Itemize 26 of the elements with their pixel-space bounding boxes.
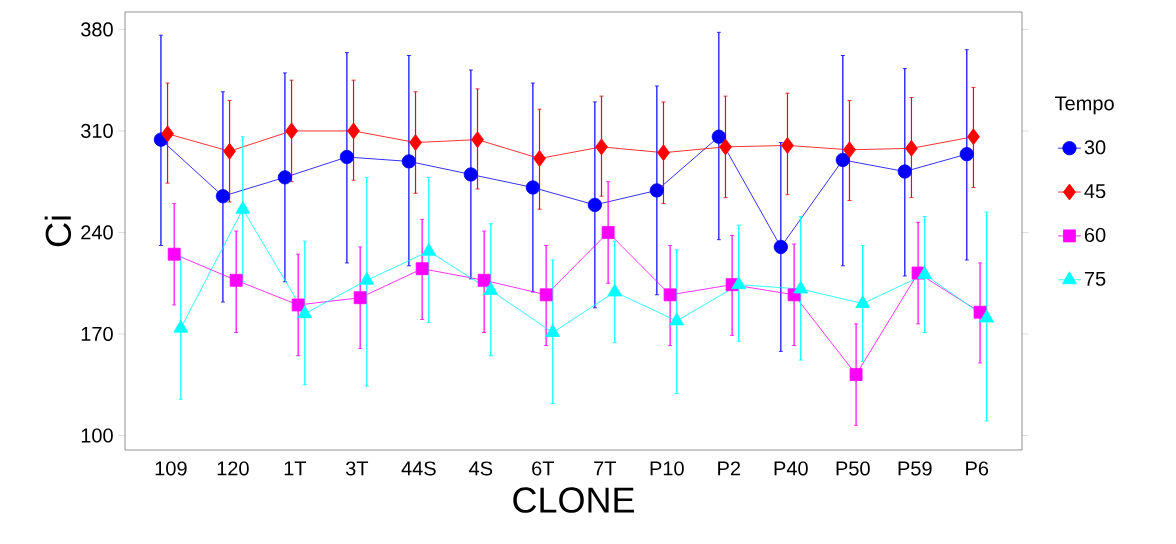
x-tick-label: P40 bbox=[774, 461, 808, 476]
x-tick-label: 44S bbox=[401, 461, 436, 476]
y-tick-label: 380 bbox=[81, 22, 113, 37]
x-tick-label: 6T bbox=[532, 461, 555, 476]
y-axis-title: Ci bbox=[44, 216, 72, 247]
x-tick-label: 3T bbox=[345, 461, 369, 476]
y-tick-label: 170 bbox=[81, 326, 113, 342]
x-tick-label: P2 bbox=[718, 461, 741, 476]
legend-title: Tempo bbox=[1055, 96, 1114, 115]
x-tick-label: 109 bbox=[155, 461, 187, 476]
x-tick-label: 1T bbox=[284, 461, 307, 476]
x-tick-label: P6 bbox=[966, 461, 989, 476]
y-tick-label: 310 bbox=[81, 123, 113, 138]
y-tick-label: 240 bbox=[81, 225, 113, 240]
x-tick-label: 4S bbox=[469, 461, 493, 476]
x-tick-label: 120 bbox=[217, 461, 249, 476]
x-tick-label: P50 bbox=[836, 461, 870, 476]
legend-label: 45 bbox=[1084, 184, 1106, 199]
x-tick-label: 7T bbox=[594, 461, 617, 476]
x-tick-label: P59 bbox=[898, 461, 932, 476]
x-tick-label: P10 bbox=[650, 461, 684, 476]
y-tick-label: 100 bbox=[81, 428, 113, 443]
legend-label: 30 bbox=[1084, 140, 1106, 155]
legend-label: 75 bbox=[1084, 271, 1106, 286]
legend-label: 60 bbox=[1084, 227, 1106, 243]
x-axis-title: CLONE bbox=[513, 487, 634, 513]
